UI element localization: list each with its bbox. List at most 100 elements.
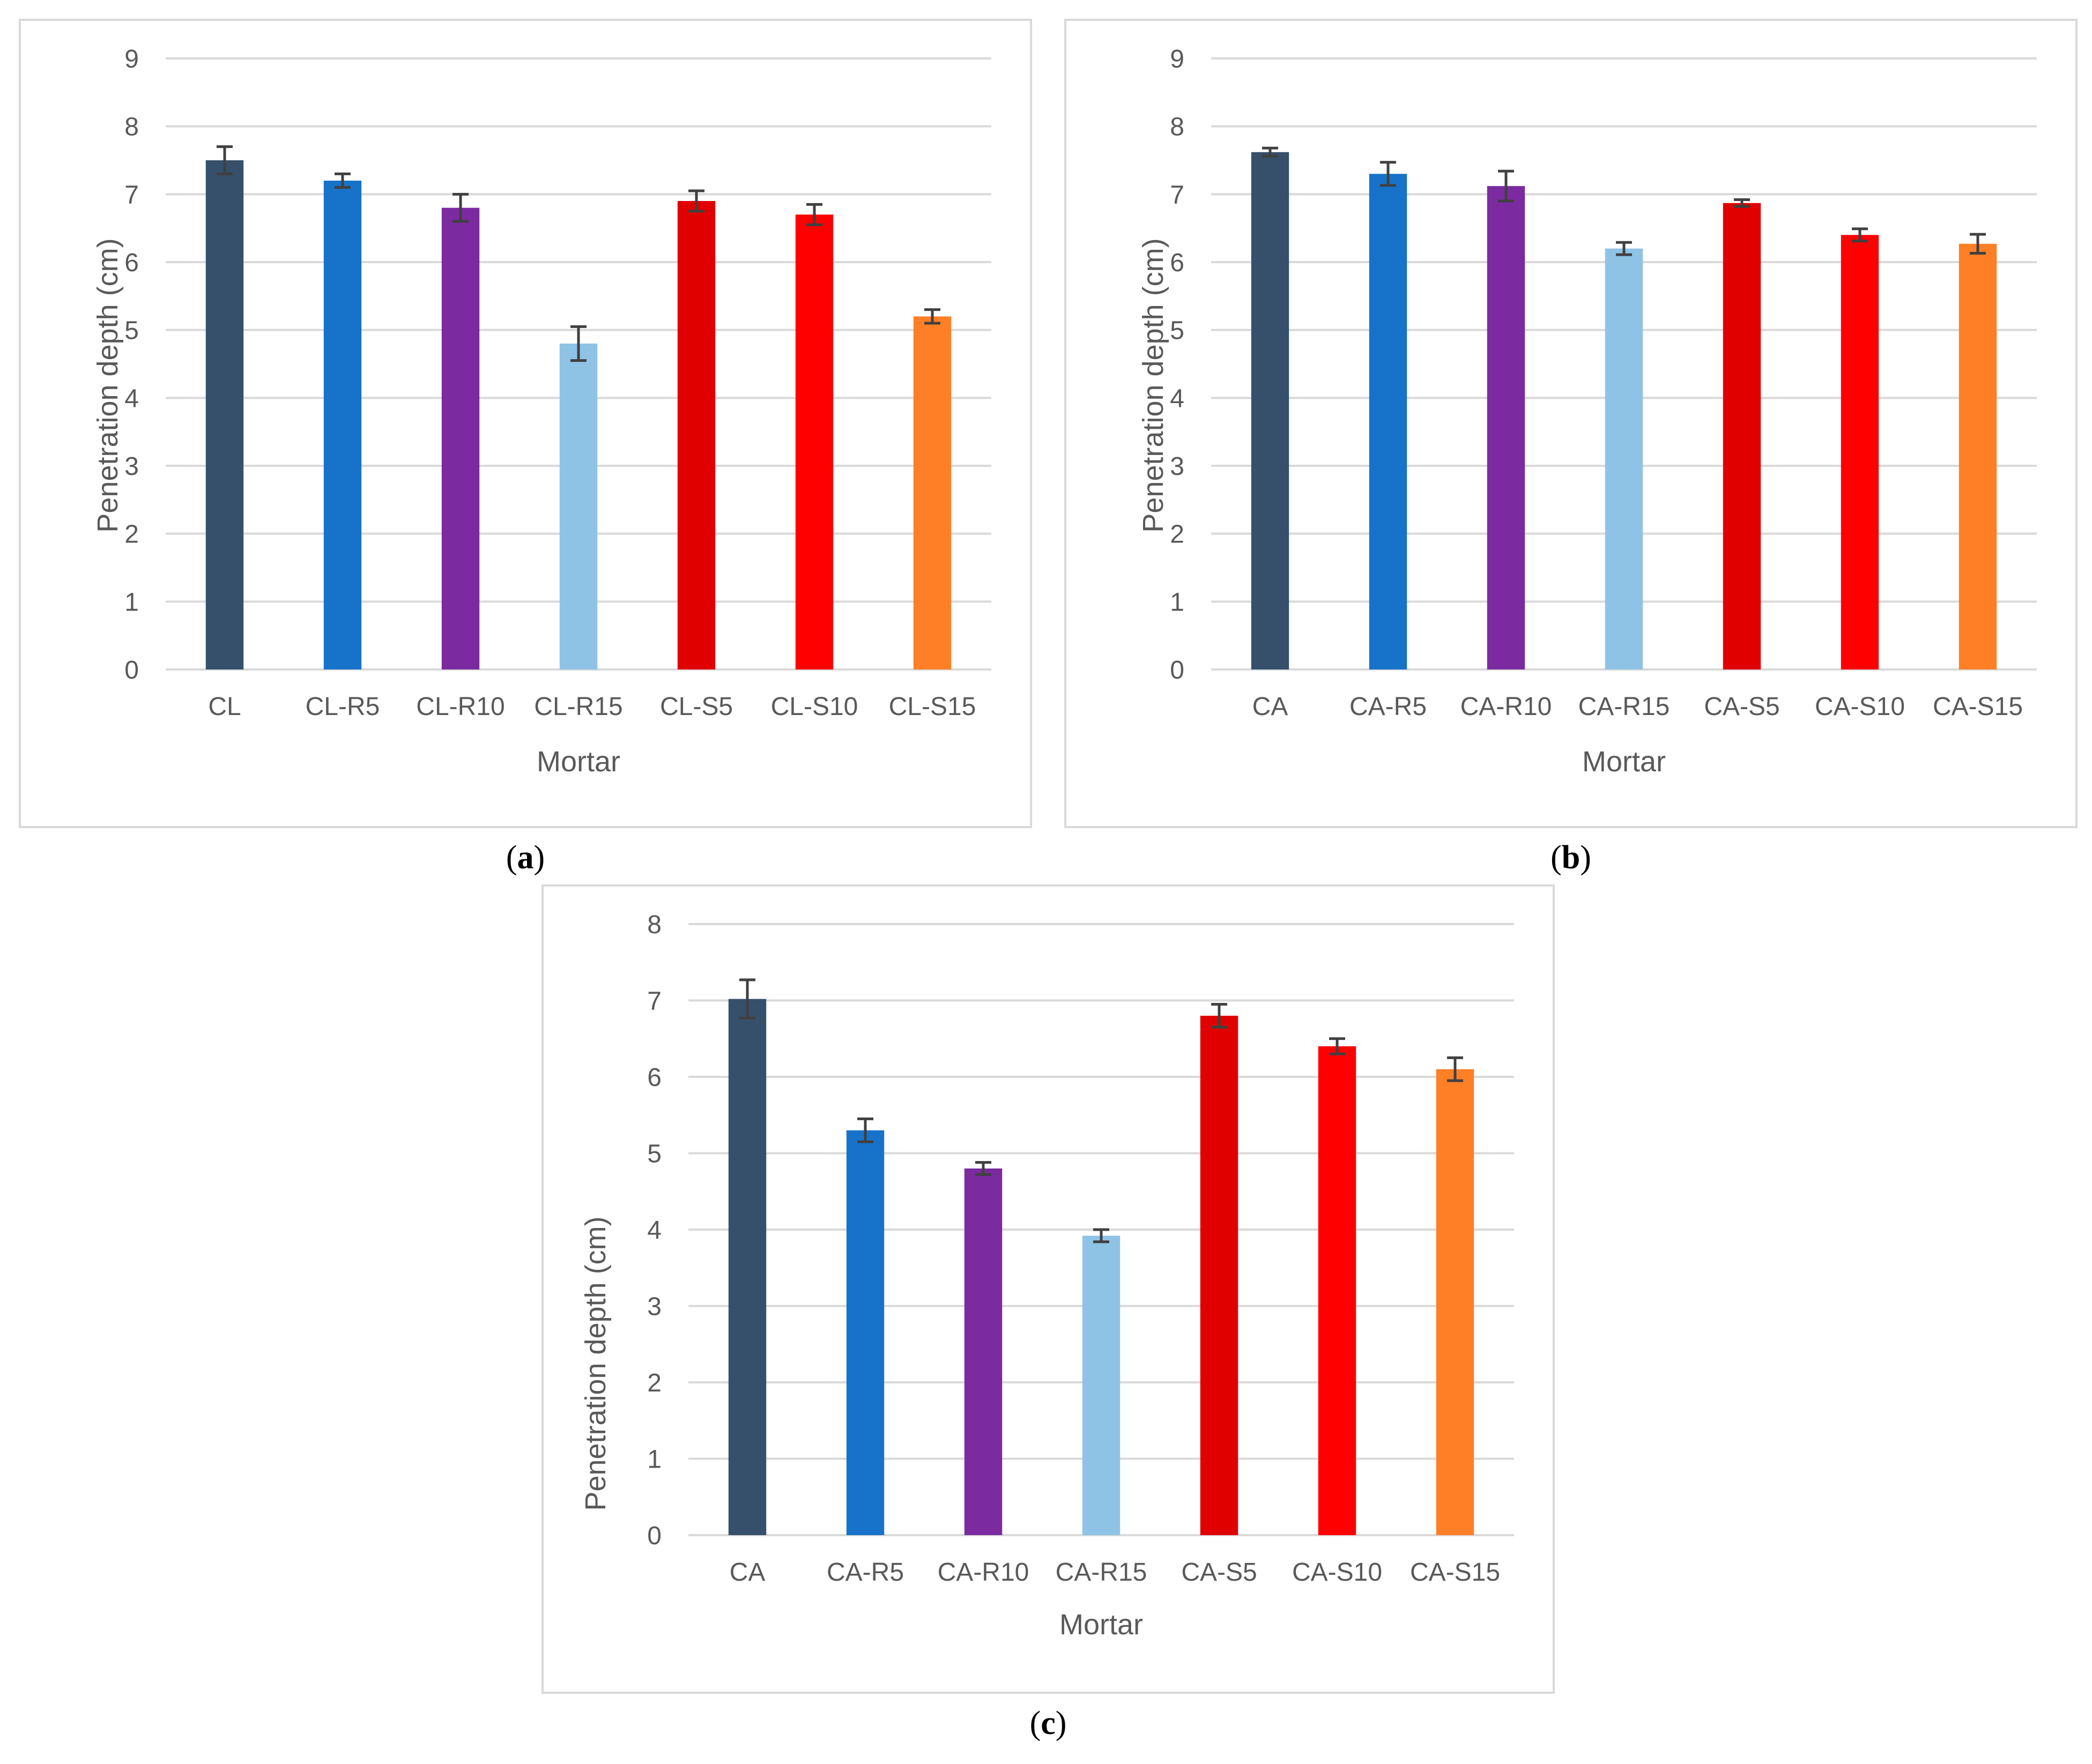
- x-tick-label: CA-R10: [938, 1558, 1029, 1587]
- error-bar: [739, 978, 755, 1019]
- bar-ca-r15: [1082, 1235, 1121, 1535]
- error-bar: [924, 308, 940, 325]
- chart-c: 0 1 2 3 4 5 6 7 8 CA CA-R5 CA-R10 CA-R15 CA-S5 CA-S10…: [580, 911, 1514, 1641]
- caption-b: (b): [1551, 839, 1591, 876]
- error-bar: [1852, 227, 1868, 243]
- error-bar: [452, 192, 469, 223]
- error-bar: [335, 172, 351, 189]
- chart-a: 0 1 2 3 4 5 6 7 8 9 CL CL-R5 CL-R10 CL-R15 CL-S5 CL-S1…: [92, 45, 991, 778]
- x-tick-label: CA-R15: [1578, 693, 1670, 721]
- caption-a: (a): [506, 839, 545, 876]
- y-tick-label: 0: [1170, 656, 1184, 684]
- error-bar: [1380, 161, 1396, 187]
- y-tick-label: 3: [124, 452, 139, 481]
- y-tick-label: 9: [124, 45, 139, 73]
- y-axis-label: Penetration depth (cm): [1137, 238, 1169, 532]
- y-tick-label: 5: [1170, 317, 1184, 345]
- y-tick-label: 6: [1170, 249, 1184, 277]
- y-tick-label: 2: [1170, 520, 1184, 549]
- error-bar: [1329, 1037, 1345, 1055]
- x-tick-label: CA-S15: [1933, 693, 2023, 721]
- bar-ca-s10: [1318, 1046, 1356, 1535]
- chart-panel-c: 0 1 2 3 4 5 6 7 8 CA CA-R5 CA-R10 CA-R15 CA-S5 CA-S10…: [541, 884, 1555, 1694]
- error-bar: [1262, 146, 1278, 158]
- x-tick-label: CA-R10: [1460, 693, 1552, 721]
- y-tick-label: 3: [647, 1293, 662, 1321]
- x-tick-label: CA: [730, 1558, 766, 1587]
- y-tick-label: 4: [647, 1216, 662, 1245]
- y-tick-label: 7: [124, 181, 139, 209]
- x-tick-label: CL-R5: [306, 693, 380, 721]
- error-bar: [1734, 198, 1750, 208]
- y-tick-label: 7: [1170, 181, 1184, 209]
- bar-cl: [205, 160, 244, 669]
- bar-ca-s5: [1723, 203, 1761, 669]
- x-tick-label: CA-S5: [1704, 693, 1779, 721]
- y-tick-label: 5: [124, 317, 139, 345]
- x-axis-label: Mortar: [1582, 746, 1666, 778]
- error-bar: [1616, 241, 1632, 256]
- x-tick-label: CA-R5: [1349, 693, 1427, 721]
- bar-ca: [728, 999, 767, 1535]
- y-tick-label: 1: [647, 1446, 662, 1474]
- caption-letter: b: [1561, 839, 1581, 876]
- y-tick-label: 4: [1170, 384, 1184, 413]
- bar-ca-r5: [1369, 174, 1407, 669]
- caption-letter: c: [1041, 1705, 1056, 1741]
- error-bar: [1211, 1003, 1227, 1029]
- x-tick-label: CL-S10: [771, 693, 858, 721]
- x-tick-label: CL-R10: [416, 693, 505, 721]
- error-bar: [688, 189, 704, 213]
- bar-cl-s5: [677, 201, 716, 669]
- y-tick-label: 1: [1170, 588, 1184, 616]
- error-bar: [570, 325, 587, 362]
- chart-b: 0 1 2 3 4 5 6 7 8 9 CA CA-R5 CA-R10 CA-R15 CA-S5 CA-S1…: [1137, 45, 2037, 778]
- error-bar: [1093, 1228, 1109, 1244]
- y-tick-label: 1: [124, 588, 139, 616]
- bar-ca-s15: [1436, 1069, 1474, 1535]
- bar-cl-r10: [441, 207, 480, 670]
- bar-ca-s15: [1959, 243, 1997, 669]
- y-tick-label: 6: [124, 249, 139, 277]
- bar-ca-r15: [1605, 248, 1643, 670]
- x-axis-label: Mortar: [537, 746, 620, 778]
- y-axis-label: Penetration depth (cm): [580, 1216, 612, 1510]
- bar-cl-s15: [913, 316, 952, 669]
- error-bar: [1970, 233, 1986, 255]
- y-tick-label: 0: [647, 1522, 662, 1550]
- y-tick-label: 5: [647, 1140, 662, 1168]
- y-axis-label: Penetration depth (cm): [92, 238, 124, 532]
- error-bar: [217, 145, 233, 175]
- bar-ca-r5: [846, 1130, 885, 1535]
- x-tick-label: CL: [208, 693, 241, 721]
- caption-letter: a: [517, 839, 534, 876]
- y-tick-label: 2: [647, 1369, 662, 1397]
- x-tick-label: CA: [1252, 693, 1288, 721]
- x-tick-label: CL-S5: [660, 693, 733, 721]
- bar-ca: [1251, 152, 1289, 669]
- y-tick-label: 9: [1170, 45, 1184, 73]
- error-bar: [1447, 1056, 1463, 1082]
- bar-ca-r10: [964, 1168, 1003, 1535]
- y-tick-label: 2: [124, 520, 139, 549]
- y-tick-label: 6: [647, 1063, 662, 1092]
- x-tick-label: CA-R5: [827, 1558, 904, 1587]
- y-tick-label: 3: [1170, 452, 1184, 481]
- error-bar: [806, 203, 822, 226]
- error-bar: [1498, 169, 1514, 203]
- bar-cl-s10: [795, 214, 834, 669]
- x-tick-label: CA-S10: [1815, 693, 1905, 721]
- x-tick-label: CL-R15: [534, 693, 622, 721]
- y-tick-label: 7: [647, 987, 662, 1016]
- bar-ca-s5: [1200, 1016, 1238, 1535]
- chart-panel-b: 0 1 2 3 4 5 6 7 8 9 CA CA-R5 CA-R10 CA-R15 CA-S5 CA-S1…: [1064, 19, 2078, 828]
- y-tick-label: 8: [1170, 113, 1184, 142]
- x-tick-label: CL-S15: [889, 693, 976, 721]
- x-tick-label: CA-S10: [1292, 1558, 1382, 1587]
- y-tick-label: 4: [124, 384, 139, 413]
- bar-ca-s10: [1841, 235, 1879, 669]
- caption-c: (c): [1029, 1705, 1067, 1741]
- bar-cl-r15: [559, 344, 598, 669]
- x-axis-label: Mortar: [1059, 1609, 1143, 1641]
- y-tick-label: 0: [124, 656, 139, 684]
